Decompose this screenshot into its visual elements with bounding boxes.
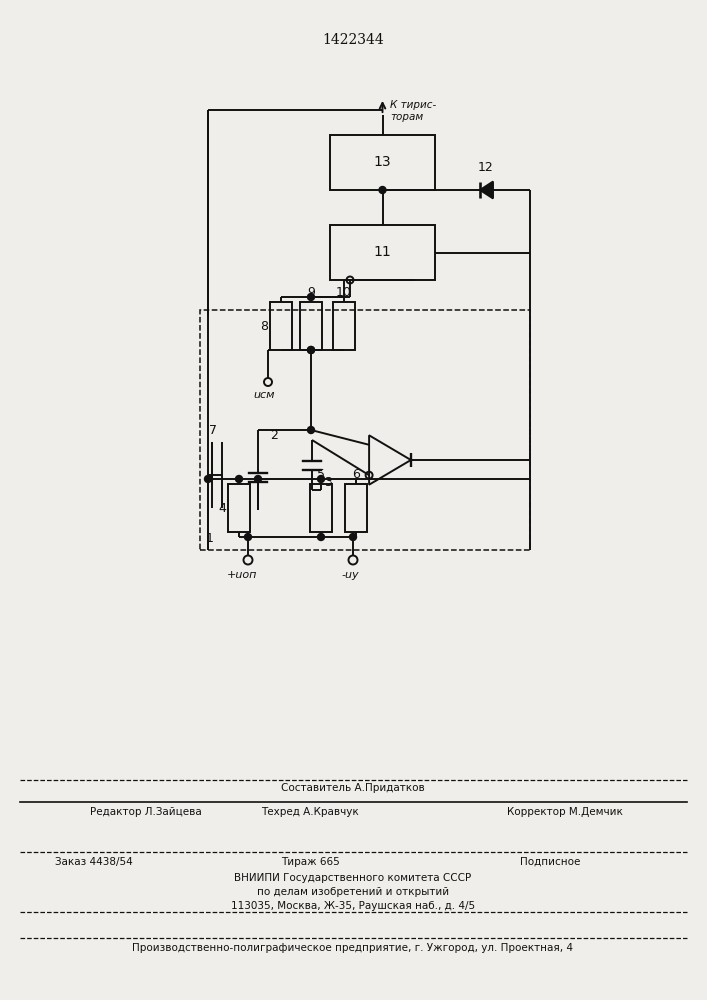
Text: 6: 6 <box>352 468 360 481</box>
Polygon shape <box>480 182 493 198</box>
Text: 4: 4 <box>218 502 226 514</box>
Text: 7: 7 <box>209 424 217 437</box>
Circle shape <box>204 476 211 483</box>
Circle shape <box>255 476 262 483</box>
Text: 13: 13 <box>374 155 391 169</box>
Text: +uоп: +uоп <box>227 570 257 580</box>
Bar <box>300 302 322 350</box>
Text: К тирис-
торам: К тирис- торам <box>390 100 437 122</box>
Text: Техред А.Кравчук: Техред А.Кравчук <box>261 807 359 817</box>
Text: 12: 12 <box>478 161 494 174</box>
Circle shape <box>235 476 243 483</box>
Text: 113035, Москва, Ж-35, Раушская наб., д. 4/5: 113035, Москва, Ж-35, Раушская наб., д. … <box>231 901 475 911</box>
Circle shape <box>317 476 325 483</box>
Text: Редактор Л.Зайцева: Редактор Л.Зайцева <box>90 807 201 817</box>
Text: 3: 3 <box>324 476 332 488</box>
Circle shape <box>308 347 315 354</box>
Circle shape <box>349 534 356 540</box>
Circle shape <box>308 294 315 300</box>
Text: 11: 11 <box>373 245 392 259</box>
Text: Корректор М.Демчик: Корректор М.Демчик <box>507 807 623 817</box>
Text: 8: 8 <box>260 320 268 332</box>
Text: 2: 2 <box>270 429 278 442</box>
Text: Подписное: Подписное <box>520 857 580 867</box>
Bar <box>310 484 332 532</box>
Circle shape <box>317 534 325 540</box>
Bar <box>330 135 435 190</box>
Text: Производственно-полиграфическое предприятие, г. Ужгород, ул. Проектная, 4: Производственно-полиграфическое предприя… <box>132 943 573 953</box>
Circle shape <box>245 534 252 540</box>
Text: по делам изобретений и открытий: по делам изобретений и открытий <box>257 887 449 897</box>
Text: 10: 10 <box>336 286 352 299</box>
Bar <box>228 484 250 532</box>
Bar <box>330 225 435 280</box>
Text: 1422344: 1422344 <box>322 33 384 47</box>
Circle shape <box>308 426 315 434</box>
Text: ВНИИПИ Государственного комитета СССР: ВНИИПИ Государственного комитета СССР <box>235 873 472 883</box>
Circle shape <box>379 186 386 194</box>
Text: Заказ 4438/54: Заказ 4438/54 <box>55 857 133 867</box>
Circle shape <box>308 347 315 354</box>
Text: -uу: -uу <box>341 570 359 580</box>
Bar <box>200 310 530 550</box>
Text: 5: 5 <box>317 468 325 481</box>
Bar <box>270 302 292 350</box>
Text: Тираж 665: Тираж 665 <box>281 857 339 867</box>
Bar <box>345 484 367 532</box>
Text: 1: 1 <box>206 532 214 544</box>
Text: 9: 9 <box>307 286 315 299</box>
Bar <box>333 302 355 350</box>
Text: uсм: uсм <box>253 390 275 400</box>
Text: Составитель А.Придатков: Составитель А.Придатков <box>281 783 425 793</box>
